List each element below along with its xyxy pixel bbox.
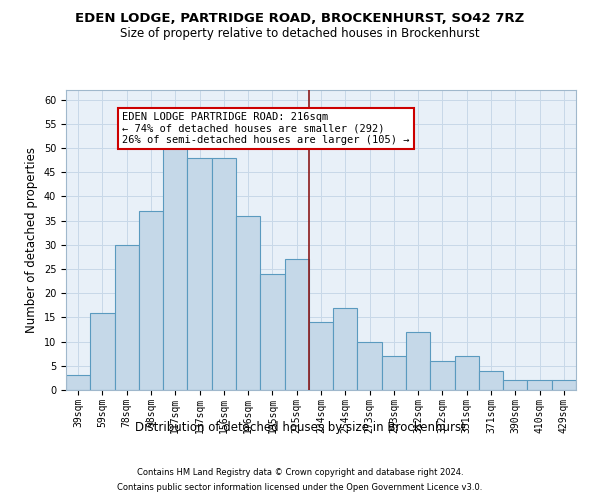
Text: Contains public sector information licensed under the Open Government Licence v3: Contains public sector information licen… [118, 483, 482, 492]
Text: Contains HM Land Registry data © Crown copyright and database right 2024.: Contains HM Land Registry data © Crown c… [137, 468, 463, 477]
Bar [212, 158, 236, 390]
Text: Size of property relative to detached houses in Brockenhurst: Size of property relative to detached ho… [120, 28, 480, 40]
Bar [260, 274, 284, 390]
Bar [358, 342, 382, 390]
Bar [66, 376, 90, 390]
Bar [455, 356, 479, 390]
Bar [236, 216, 260, 390]
Text: EDEN LODGE PARTRIDGE ROAD: 216sqm
← 74% of detached houses are smaller (292)
26%: EDEN LODGE PARTRIDGE ROAD: 216sqm ← 74% … [122, 112, 409, 145]
Bar [406, 332, 430, 390]
Text: EDEN LODGE, PARTRIDGE ROAD, BROCKENHURST, SO42 7RZ: EDEN LODGE, PARTRIDGE ROAD, BROCKENHURST… [76, 12, 524, 26]
Bar [90, 312, 115, 390]
Bar [187, 158, 212, 390]
Bar [284, 260, 309, 390]
Bar [503, 380, 527, 390]
Bar [309, 322, 333, 390]
Bar [139, 211, 163, 390]
Bar [333, 308, 358, 390]
Bar [163, 148, 187, 390]
Bar [115, 245, 139, 390]
Bar [479, 370, 503, 390]
Text: Distribution of detached houses by size in Brockenhurst: Distribution of detached houses by size … [134, 421, 466, 434]
Bar [382, 356, 406, 390]
Bar [430, 361, 455, 390]
Bar [527, 380, 552, 390]
Bar [552, 380, 576, 390]
Y-axis label: Number of detached properties: Number of detached properties [25, 147, 38, 333]
